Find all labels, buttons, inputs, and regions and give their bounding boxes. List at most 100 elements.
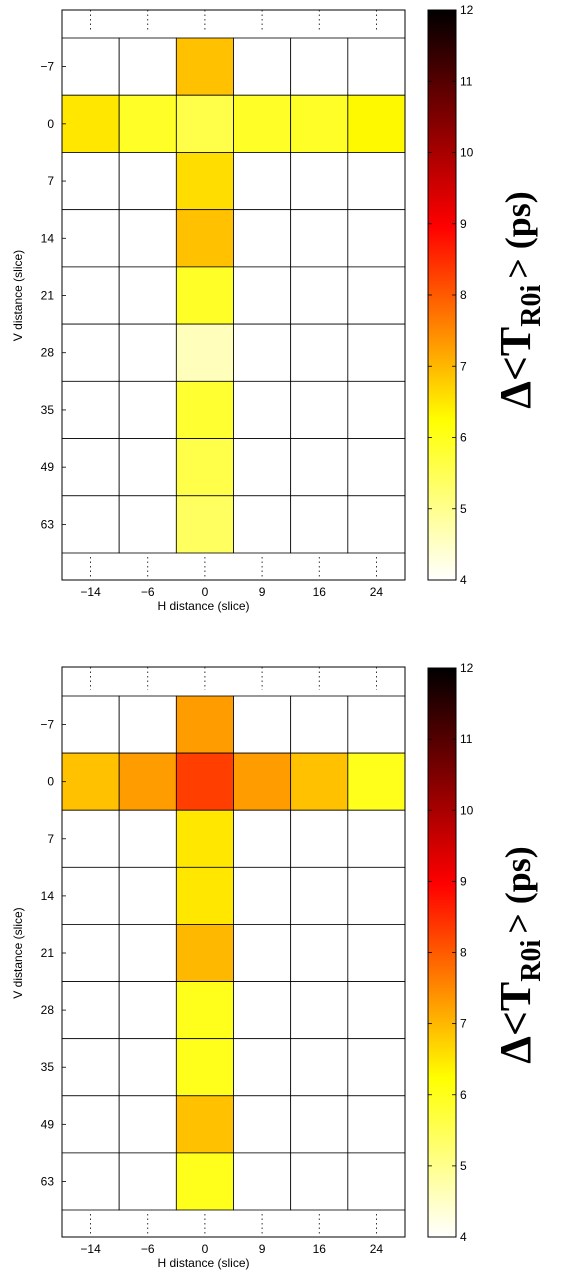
colorbar-tick-label: 6: [460, 1088, 467, 1102]
colorbar-label-main: Δ<T: [491, 982, 540, 1064]
empty-cell: [61, 981, 120, 1040]
empty-cell: [61, 323, 120, 382]
empty-cell: [290, 1095, 349, 1154]
colorbar-tick-label: 8: [460, 288, 467, 302]
heatmap-cell: [233, 752, 292, 811]
y-tick-label: 28: [41, 346, 55, 360]
empty-cell: [118, 695, 177, 754]
heatmap-cell: [175, 866, 234, 925]
colorbar-label-end: > (ps): [498, 191, 538, 279]
empty-cell: [347, 866, 406, 925]
empty-cell: [118, 380, 177, 439]
empty-cell: [61, 1152, 120, 1211]
y-tick-label: 49: [41, 1117, 55, 1131]
y-tick-label: 21: [41, 289, 55, 303]
heatmap-cell: [175, 924, 234, 982]
empty-cell: [290, 438, 349, 497]
heatmap-cell: [61, 94, 120, 153]
empty-cell: [347, 37, 406, 96]
empty-cell: [61, 809, 120, 868]
empty-cell: [233, 323, 292, 382]
colorbar: [427, 9, 457, 581]
empty-cell: [233, 495, 292, 554]
x-tick-label: 0: [202, 1242, 209, 1256]
heatmap-cell: [175, 495, 234, 554]
empty-cell: [233, 1152, 292, 1211]
empty-cell: [347, 924, 406, 982]
empty-cell: [61, 866, 120, 925]
axes-frame: [61, 9, 406, 581]
empty-cell: [290, 809, 349, 868]
empty-cell: [290, 323, 349, 382]
empty-cell: [118, 323, 177, 382]
colorbar-tick-label: 7: [460, 359, 467, 373]
colorbar-label: Δ<TR0i > (ps): [491, 846, 547, 1064]
empty-cell: [233, 380, 292, 439]
y-tick-label: −7: [40, 60, 54, 74]
x-tick-label: 0: [202, 585, 209, 599]
y-tick-label: 0: [47, 775, 54, 789]
empty-cell: [347, 1095, 406, 1154]
heatmap-cell: [175, 94, 234, 153]
empty-cell: [118, 809, 177, 868]
heatmap-cell: [175, 1038, 234, 1097]
y-tick-label: −7: [40, 718, 54, 732]
empty-cell: [118, 924, 177, 982]
colorbar-label-sub: R0i: [516, 940, 547, 982]
empty-cell: [233, 924, 292, 982]
y-tick-label: 21: [41, 946, 55, 960]
y-tick-label: 63: [41, 517, 55, 531]
y-tick-label: 35: [41, 403, 55, 417]
y-tick-label: 7: [47, 174, 54, 188]
empty-cell: [347, 809, 406, 868]
y-tick-label: 7: [47, 832, 54, 846]
empty-cell: [61, 495, 120, 554]
empty-cell: [118, 866, 177, 925]
y-tick-label: 28: [41, 1003, 55, 1017]
empty-cell: [290, 37, 349, 96]
empty-cell: [233, 981, 292, 1040]
empty-cell: [347, 495, 406, 554]
colorbar-tick-label: 7: [460, 1017, 467, 1031]
empty-cell: [61, 37, 120, 96]
y-tick-label: 14: [41, 889, 55, 903]
heatmap-cell: [175, 152, 234, 211]
empty-cell: [61, 1095, 120, 1154]
colorbar-tick-label: 12: [460, 661, 474, 675]
colorbar-tick-label: 8: [460, 946, 467, 960]
empty-cell: [61, 1038, 120, 1097]
colorbar-tick-label: 5: [460, 502, 467, 516]
colorbar: [427, 667, 457, 1238]
colorbar-tick-label: 9: [460, 217, 467, 231]
heatmap-cell: [175, 266, 234, 325]
colorbar-tick-label: 6: [460, 431, 467, 445]
heatmap-cell: [175, 37, 234, 96]
empty-cell: [118, 1095, 177, 1154]
empty-cell: [233, 1038, 292, 1097]
heatmap-cell: [118, 94, 177, 153]
empty-cell: [233, 866, 292, 925]
empty-cell: [61, 438, 120, 497]
empty-cell: [233, 809, 292, 868]
y-tick-label: 0: [47, 117, 54, 131]
empty-cell: [118, 1152, 177, 1211]
empty-cell: [61, 924, 120, 982]
empty-cell: [347, 266, 406, 325]
heatmap-cell: [175, 1095, 234, 1154]
y-axis-label: V distance (slice): [11, 250, 25, 341]
heatmap-cell: [347, 94, 406, 153]
empty-cell: [118, 209, 177, 268]
empty-cell: [347, 1152, 406, 1211]
colorbar-tick-label: 10: [460, 146, 474, 160]
empty-cell: [118, 152, 177, 211]
y-tick-label: 49: [41, 460, 55, 474]
x-tick-label: 24: [370, 585, 384, 599]
empty-cell: [61, 152, 120, 211]
colorbar-tick-label: 4: [460, 573, 467, 587]
empty-cell: [347, 438, 406, 497]
x-tick-label: 9: [259, 1242, 266, 1256]
empty-cell: [290, 695, 349, 754]
